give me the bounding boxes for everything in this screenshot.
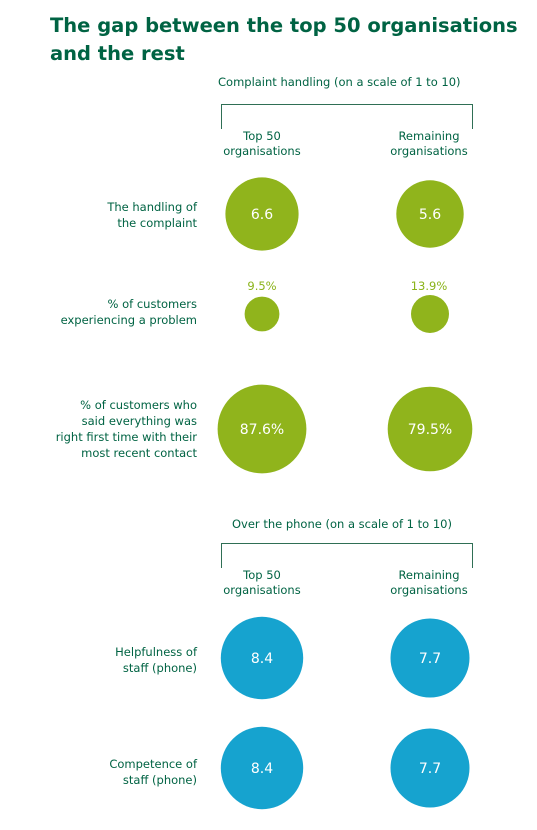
section-header-phone: Over the phone (on a scale of 1 to 10): [232, 517, 452, 531]
col-head-remaining-complaint: Remaining organisations: [374, 129, 484, 159]
row-label-line: The handling of: [107, 200, 197, 214]
row-label-line: % of customers: [107, 297, 197, 311]
row-label-line: the complaint: [117, 216, 197, 230]
bubble-0-0-0: [225, 177, 299, 251]
col-head-line: Remaining: [398, 129, 460, 143]
bubble-0-2-0: [217, 384, 307, 474]
row-label-line: said everything was: [81, 414, 197, 428]
bubble-label-1-1-0: 8.4: [251, 761, 273, 777]
title-line-1: The gap between the top 50 organisations: [50, 14, 518, 37]
col-head-remaining-phone: Remaining organisations: [374, 568, 484, 598]
bubble-label-0-0-0: 6.6: [251, 207, 273, 223]
title-line-2: and the rest: [50, 42, 185, 65]
bubble-0-0-1: [396, 180, 464, 248]
col-head-line: Remaining: [398, 568, 460, 582]
bubble-label-1-0-0: 8.4: [251, 651, 273, 667]
row-label-helpfulness: Helpfulness of staff (phone): [115, 644, 197, 676]
row-label-right-first-time: % of customers who said everything was r…: [56, 397, 197, 461]
value-label-problem-remaining: 13.9%: [410, 279, 448, 293]
bubble-0-2-1: [387, 386, 473, 472]
row-label-handling: The handling of the complaint: [107, 199, 197, 231]
col-head-line: organisations: [390, 144, 468, 158]
row-label-competence: Competence of staff (phone): [109, 756, 197, 788]
row-label-problem: % of customers experiencing a problem: [61, 296, 197, 328]
col-head-line: organisations: [223, 144, 301, 158]
page-title: The gap between the top 50 organisations…: [50, 12, 518, 68]
col-head-top50-complaint: Top 50 organisations: [207, 129, 317, 159]
bubble-label-1-0-1: 7.7: [419, 651, 441, 667]
bubble-1-0-0: [220, 616, 304, 700]
bubble-label-0-2-0: 87.6%: [240, 422, 284, 438]
col-head-top50-phone: Top 50 organisations: [207, 568, 317, 598]
col-head-line: Top 50: [243, 568, 281, 582]
bubble-1-1-0: [220, 726, 304, 810]
col-head-line: organisations: [390, 583, 468, 597]
bracket-phone: [221, 543, 473, 578]
bubble-label-0-0-1: 5.6: [419, 207, 441, 223]
bubble-0-1-0: [244, 296, 280, 332]
bubble-label-0-2-1: 79.5%: [408, 422, 452, 438]
section-header-complaint: Complaint handling (on a scale of 1 to 1…: [218, 75, 461, 89]
bubble-0-1-1: [411, 295, 449, 333]
bubble-1-1-1: [390, 728, 470, 808]
col-head-line: organisations: [223, 583, 301, 597]
row-label-line: Helpfulness of: [115, 645, 197, 659]
value-label-problem-top50: 9.5%: [247, 279, 277, 293]
row-label-line: % of customers who: [80, 398, 197, 412]
row-label-line: right first time with their: [55, 430, 197, 444]
row-label-line: staff (phone): [122, 773, 197, 787]
bracket-complaint: [221, 104, 473, 139]
row-label-line: most recent contact: [81, 446, 197, 460]
row-label-line: Competence of: [109, 757, 197, 771]
bubble-1-0-1: [390, 618, 470, 698]
bubble-label-1-1-1: 7.7: [419, 761, 441, 777]
row-label-line: staff (phone): [122, 661, 197, 675]
col-head-line: Top 50: [243, 129, 281, 143]
row-label-line: experiencing a problem: [60, 313, 197, 327]
